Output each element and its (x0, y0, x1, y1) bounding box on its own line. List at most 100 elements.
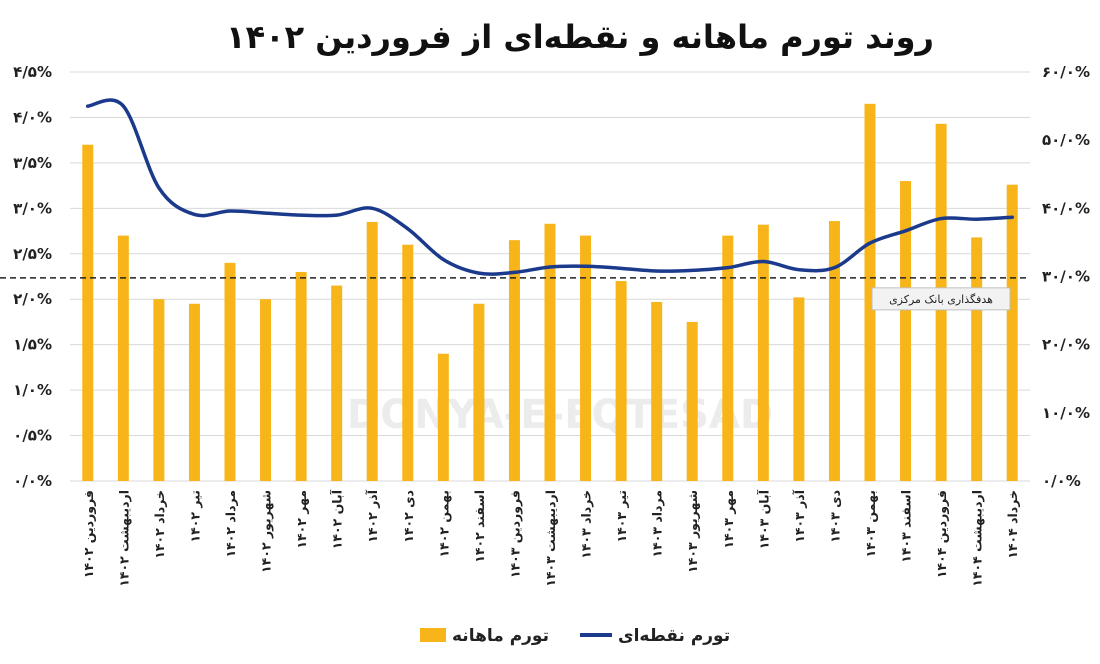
left-tick-label: ۳/۵% (13, 154, 52, 172)
bar-18 (686, 321, 698, 481)
line-point-20 (761, 259, 765, 264)
category-label-11: بهمن ۱۴۰۲ (436, 490, 451, 557)
category-label-24: اسفند ۱۴۰۳ (899, 490, 914, 563)
line-point-14 (548, 265, 552, 269)
category-label-1: فروردین ۱۴۰۲ (81, 490, 96, 578)
category-label-14: اردیبهشت ۱۴۰۳ (543, 490, 558, 587)
category-label-7: مهر ۱۴۰۲ (294, 490, 309, 549)
bar-7 (295, 271, 307, 481)
bar-15 (580, 235, 592, 481)
target-layer: هدفگذاری بانک مرکزی (0, 277, 1030, 311)
line-point-24 (903, 229, 908, 233)
right-tick-label: ۵۰/۰% (1042, 131, 1090, 149)
line-point-21 (797, 268, 801, 272)
left-tick-label: ۲/۵% (13, 245, 52, 263)
category-label-22: دی ۱۴۰۳ (827, 490, 842, 543)
line-point-18 (690, 268, 694, 272)
line-point-15 (583, 264, 588, 268)
left-tick-label: ۱/۵% (13, 336, 52, 354)
category-label-21: آذر ۱۴۰۳ (792, 489, 807, 542)
bar-6 (260, 299, 272, 481)
bar-16 (615, 281, 627, 481)
category-label-25: فروردین ۱۴۰۴ (934, 490, 949, 578)
right-tick-label: ۲۰/۰% (1042, 336, 1090, 354)
left-tick-label: ۴/۵% (13, 63, 52, 81)
line-point-6 (263, 211, 268, 215)
line-point-3 (157, 186, 161, 190)
category-layer: فروردین ۱۴۰۲ اردیبهشت ۱۴۰۲ خرداد ۱۴۰۲ تیر ۱… (81, 489, 1020, 586)
line-point-4 (192, 212, 197, 217)
bar-22 (828, 221, 840, 481)
category-label-23: بهمن ۱۴۰۳ (863, 490, 878, 557)
line-point-27 (1010, 215, 1014, 219)
bar-layer (82, 103, 1018, 482)
bar-10 (402, 244, 414, 481)
category-label-16: تیر ۱۴۰۳ (614, 490, 629, 542)
legend-label-annual: تورم نقطه‌ای (618, 626, 730, 646)
line-point-5 (228, 209, 232, 213)
category-label-4: تیر ۱۴۰۲ (187, 490, 202, 542)
category-label-9: آذر ۱۴۰۲ (365, 489, 380, 542)
bar-8 (331, 285, 343, 481)
line-point-22 (832, 266, 837, 270)
line-point-10 (406, 227, 410, 231)
line-point-2 (121, 104, 125, 108)
category-label-17: مرداد ۱۴۰۳ (650, 490, 665, 558)
bar-9 (366, 221, 378, 481)
category-label-8: آبان ۱۴۰۲ (330, 489, 345, 549)
left-tick-label: ۰/۵% (13, 427, 52, 445)
right-tick-label: ۴۰/۰% (1042, 199, 1090, 217)
left-tick-label: ۰/۰% (13, 472, 52, 490)
watermark: DONYA-E-EQTESAD (347, 392, 773, 438)
right-tick-label: ۳۰/۰% (1042, 268, 1090, 286)
category-label-2: اردیبهشت ۱۴۰۲ (116, 490, 131, 587)
bar-3 (153, 299, 165, 481)
right-tick-label: ۱۰/۰% (1042, 404, 1090, 422)
bar-17 (651, 301, 663, 481)
category-label-3: خرداد ۱۴۰۲ (152, 490, 167, 559)
line-point-26 (975, 217, 979, 221)
bar-1 (82, 144, 94, 481)
legend: تورم ماهانه تورم نقطه‌ای (420, 626, 730, 646)
bar-20 (757, 224, 769, 481)
chart-title: روند تورم ماهانه و نقطه‌ای از فروردین ۱۴… (226, 18, 934, 56)
bar-5 (224, 262, 236, 481)
category-label-20: آبان ۱۴۰۳ (756, 489, 771, 549)
right-tick-label: ۰/۰% (1042, 472, 1081, 490)
category-label-13: فروردین ۱۴۰۳ (507, 490, 522, 578)
left-tick-label: ۳/۰% (13, 199, 52, 217)
legend-label-monthly: تورم ماهانه (452, 626, 549, 646)
bar-19 (722, 235, 734, 481)
bar-21 (793, 297, 805, 481)
line-point-17 (655, 269, 659, 273)
bar-2 (117, 235, 129, 481)
line-point-1 (86, 104, 90, 108)
line-point-12 (477, 271, 481, 275)
category-label-15: خرداد ۱۴۰۳ (579, 490, 594, 559)
bar-23 (864, 103, 876, 482)
line-point-13 (512, 270, 517, 275)
bar-14 (544, 223, 556, 482)
right-tick-label: ۶۰/۰% (1042, 63, 1090, 81)
line-point-8 (335, 213, 339, 217)
category-label-18: شهریور ۱۴۰۳ (685, 490, 700, 573)
bar-26 (971, 237, 983, 481)
bar-11 (437, 353, 449, 481)
target-label: هدفگذاری بانک مرکزی (889, 293, 993, 306)
line-point-23 (868, 241, 872, 245)
bar-12 (473, 303, 485, 481)
left-tick-label: ۲/۰% (13, 290, 52, 308)
axis-layer: ۰/۰% ۰/۵% ۱/۰% ۱/۵% ۲/۰% ۲/۵% ۳/۰% ۳/۵% ۴/۰% ۴/۵%… (13, 63, 1090, 490)
category-label-12: اسفند ۱۴۰۲ (472, 490, 487, 563)
category-label-10: دی ۱۴۰۲ (401, 490, 416, 543)
category-label-27: خرداد ۱۴۰۴ (1005, 490, 1020, 559)
bar-13 (508, 240, 520, 481)
bar-4 (188, 303, 200, 481)
category-label-5: مرداد ۱۴۰۲ (223, 490, 238, 558)
target-label-box (871, 287, 1011, 311)
line-point-9 (370, 206, 374, 210)
line-point-19 (726, 266, 730, 270)
legend-swatch-monthly (420, 628, 446, 642)
